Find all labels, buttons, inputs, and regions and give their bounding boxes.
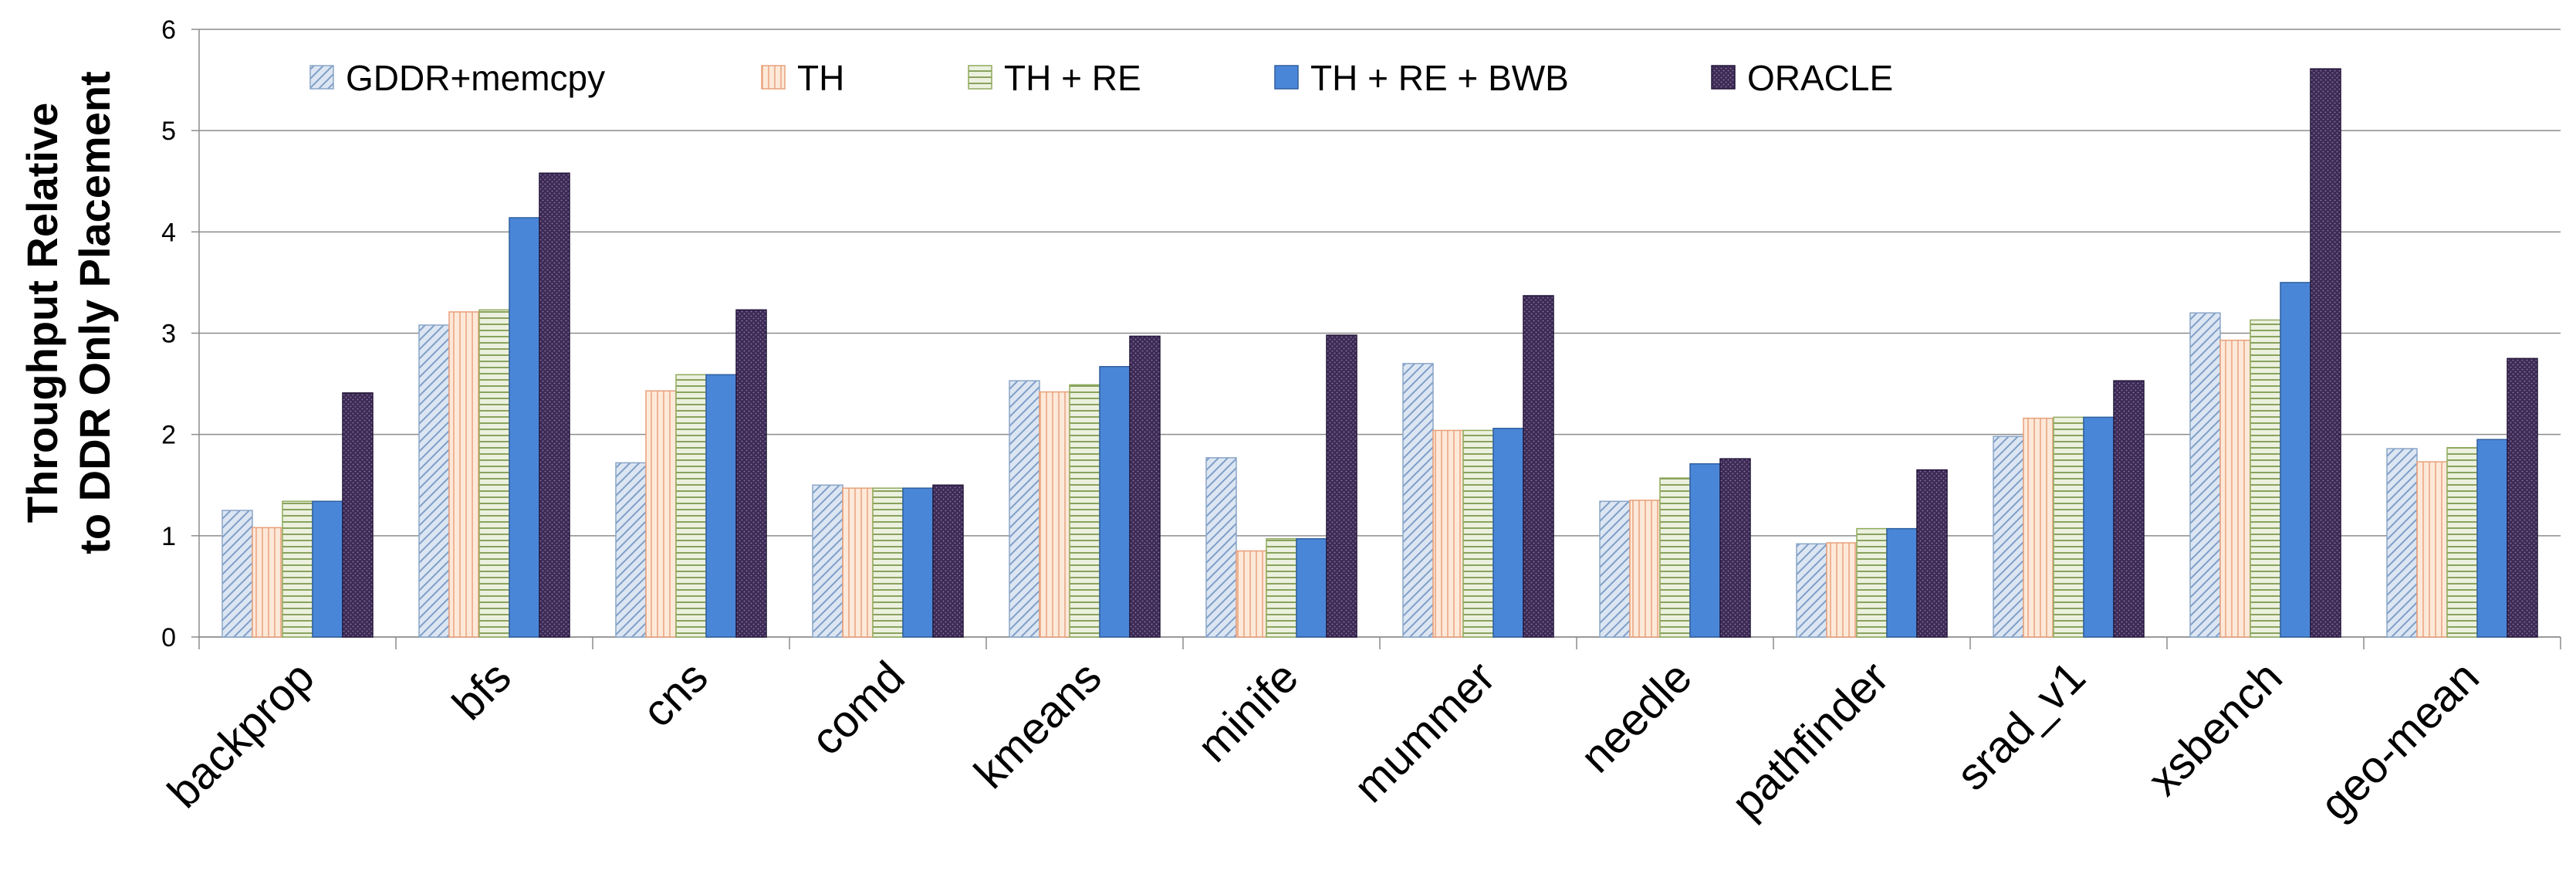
bar-comd-series-5 <box>932 484 964 638</box>
bar-mummer-series-2 <box>1432 429 1464 638</box>
legend-label-5: ORACLE <box>1747 58 1893 98</box>
bar-kmeans-series-3 <box>1069 384 1100 638</box>
bar-srad_v1-series-2 <box>2023 417 2054 638</box>
x-category-label: cns <box>633 652 718 737</box>
legend-swatch-1 <box>309 65 334 90</box>
x-category-label: minife <box>1188 652 1307 771</box>
x-category-label: srad_v1 <box>1947 652 2095 800</box>
y-tick-label: 5 <box>161 117 176 146</box>
bar-xsbench-series-5 <box>2310 68 2341 638</box>
bar-pathfinder-series-3 <box>1856 527 1888 638</box>
y-tick-label: 3 <box>161 320 176 349</box>
bar-cns-series-2 <box>645 390 677 638</box>
bar-cns-series-5 <box>735 309 767 638</box>
legend-swatch-5 <box>1711 65 1736 90</box>
y-axis-label-line-2: to DDR Only Placement <box>70 71 119 554</box>
legend-label-4: TH + RE + BWB <box>1310 58 1569 98</box>
bar-mummer-series-3 <box>1462 429 1494 638</box>
gridlines <box>199 29 2561 638</box>
bar-comd-series-3 <box>872 487 904 638</box>
bar-backprop-series-5 <box>342 392 374 638</box>
bar-xsbench-series-4 <box>2280 282 2311 638</box>
bar-needle-series-2 <box>1629 500 1661 638</box>
bar-geo-mean-series-5 <box>2507 357 2538 638</box>
x-category-label: xsbench <box>2138 652 2292 805</box>
legend: GDDR+memcpy TH TH + RE TH + RE + BWB ORACLE <box>309 58 1893 98</box>
bar-pathfinder-series-2 <box>1826 542 1858 638</box>
bar-minife-series-3 <box>1266 538 1297 638</box>
y-tick-label: 0 <box>161 623 176 652</box>
bar-srad_v1-series-3 <box>2053 416 2084 638</box>
bar-minife-series-4 <box>1296 538 1327 638</box>
bar-bfs-series-1 <box>418 324 450 638</box>
y-tick-label: 2 <box>161 421 176 450</box>
bar-bfs-series-2 <box>448 311 480 638</box>
y-axis-label: Throughput Relative to DDR Only Placemen… <box>18 71 119 554</box>
bar-needle-series-1 <box>1599 500 1631 638</box>
bar-mummer-series-4 <box>1493 428 1524 638</box>
bar-mummer-series-5 <box>1523 295 1554 638</box>
bar-backprop-series-1 <box>221 510 253 638</box>
bar-backprop-series-4 <box>312 500 343 638</box>
x-category-label: pathfinder <box>1722 652 1898 828</box>
bar-geo-mean-series-4 <box>2476 439 2508 638</box>
x-category-label: comd <box>801 652 914 764</box>
bar-kmeans-series-2 <box>1039 391 1070 638</box>
bar-minife-series-2 <box>1236 550 1267 638</box>
legend-swatch-2 <box>761 65 786 90</box>
bar-kmeans-series-1 <box>1009 380 1040 638</box>
bar-cns-series-3 <box>675 374 707 638</box>
x-category-label: bfs <box>443 652 521 730</box>
legend-label-3: TH + RE <box>1004 58 1141 98</box>
legend-swatch-3 <box>968 65 992 90</box>
x-category-label: needle <box>1571 652 1702 782</box>
x-category-label: mummer <box>1344 652 1505 812</box>
bar-kmeans-series-4 <box>1099 366 1131 638</box>
bar-mummer-series-1 <box>1402 363 1434 638</box>
y-axis-label-line-1: Throughput Relative <box>18 103 66 523</box>
bar-geo-mean-series-3 <box>2446 446 2478 638</box>
bar-cns-series-4 <box>705 374 737 638</box>
bar-pathfinder-series-4 <box>1886 527 1918 638</box>
bar-kmeans-series-5 <box>1129 335 1161 638</box>
bar-xsbench-series-1 <box>2189 312 2221 638</box>
bar-srad_v1-series-4 <box>2083 416 2115 638</box>
bar-minife-series-5 <box>1326 334 1357 638</box>
axes <box>191 29 2561 649</box>
bar-geo-mean-series-1 <box>2386 448 2418 638</box>
bar-comd-series-4 <box>902 487 934 638</box>
bar-pathfinder-series-1 <box>1796 543 1827 638</box>
bar-backprop-series-2 <box>252 527 283 638</box>
bar-comd-series-1 <box>812 484 843 638</box>
legend-label-2: TH <box>797 58 844 98</box>
bar-geo-mean-series-2 <box>2416 461 2448 638</box>
bar-cns-series-1 <box>615 462 647 638</box>
bar-bfs-series-3 <box>478 309 510 638</box>
bar-minife-series-1 <box>1205 457 1237 638</box>
y-tick-label: 4 <box>161 218 176 247</box>
bars <box>221 68 2538 638</box>
legend-swatch-4 <box>1274 65 1299 90</box>
x-category-label: geo-mean <box>2311 652 2489 830</box>
x-category-label: kmeans <box>965 652 1111 798</box>
bar-backprop-series-3 <box>282 500 313 638</box>
bar-pathfinder-series-5 <box>1916 469 1948 638</box>
legend-label-1: GDDR+memcpy <box>346 58 605 98</box>
bar-needle-series-5 <box>1719 458 1751 638</box>
bar-bfs-series-5 <box>539 172 570 638</box>
bar-srad_v1-series-1 <box>1993 435 2024 638</box>
bar-comd-series-2 <box>842 487 874 638</box>
y-tick-label: 6 <box>161 15 176 45</box>
bar-needle-series-3 <box>1659 477 1691 638</box>
bar-srad_v1-series-5 <box>2113 380 2145 638</box>
bar-xsbench-series-3 <box>2250 319 2281 638</box>
bar-bfs-series-4 <box>509 217 540 638</box>
bar-xsbench-series-2 <box>2219 339 2251 638</box>
y-tick-label: 1 <box>161 522 176 551</box>
bar-needle-series-4 <box>1689 463 1721 638</box>
x-category-label: backprop <box>158 652 324 818</box>
